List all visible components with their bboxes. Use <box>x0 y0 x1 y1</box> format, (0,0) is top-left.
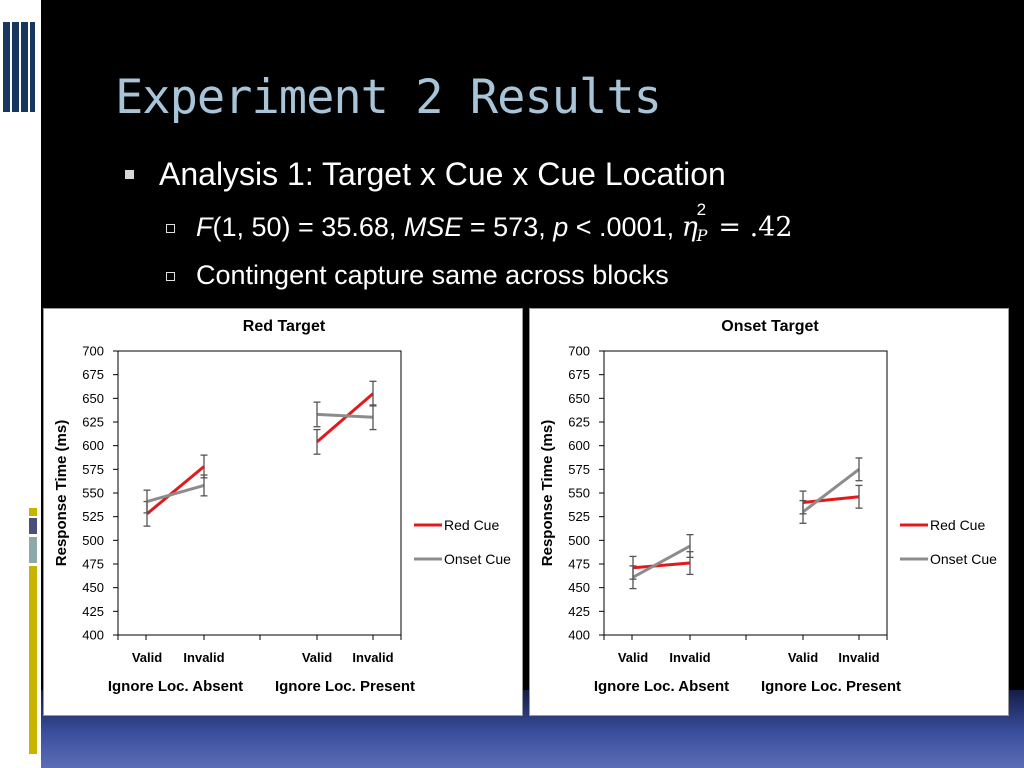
sub-bullet-contingent-text: Contingent capture same across blocks <box>196 260 669 290</box>
legend-label: Onset Cue <box>444 551 511 567</box>
f-args: (1, 50) = 35.68, <box>212 212 404 242</box>
x-category-label: Valid <box>302 650 332 665</box>
square-bullet-icon <box>125 170 134 179</box>
y-tick-label: 575 <box>82 462 104 477</box>
slide-title: Experiment 2 Results <box>115 70 662 125</box>
series-line-red-cue <box>316 392 374 444</box>
y-tick-label: 400 <box>568 628 590 643</box>
x-group-label: Ignore Loc. Absent <box>108 678 243 695</box>
chart-onset-target: Onset Target 400 425 450 475 500 525 550 575 600 6… <box>529 308 1009 716</box>
y-tick-label: 550 <box>82 486 104 501</box>
y-tick-label: 675 <box>82 367 104 382</box>
hollow-square-bullet-icon <box>166 224 175 233</box>
series-line-red-cue <box>632 561 691 570</box>
legend-label: Red Cue <box>930 517 985 533</box>
y-tick-label: 650 <box>568 391 590 406</box>
legend-label: Red Cue <box>444 517 499 533</box>
chart-red-target-svg: Red Target 400 425 450 475 500 525 550 575 600 625… <box>53 318 511 695</box>
left-decor-strip <box>0 0 41 768</box>
hollow-square-bullet-icon <box>166 272 175 281</box>
eta-superscript: 2 <box>696 200 707 219</box>
y-tick-label: 675 <box>568 367 590 382</box>
x-group-label: Ignore Loc. Present <box>761 678 901 695</box>
x-group-label: Ignore Loc. Present <box>275 678 415 695</box>
f-label: F <box>196 212 213 242</box>
plot-frame <box>603 350 888 636</box>
y-tick-label: 500 <box>82 533 104 548</box>
mse-label: MSE <box>403 212 463 242</box>
x-category-label: Valid <box>132 650 162 665</box>
stats-line: F(1, 50) = 35.68, MSE = 573, p < .0001, … <box>196 200 793 245</box>
x-category-label: Valid <box>618 650 648 665</box>
x-category-label: Invalid <box>838 650 879 665</box>
y-tick-label: 700 <box>82 344 104 359</box>
mse-value: = 573, <box>462 212 554 242</box>
x-group-label: Ignore Loc. Absent <box>594 678 729 695</box>
chart-red-target: Red Target 400 425 450 475 500 525 550 575 600 625… <box>43 308 523 716</box>
y-tick-label: 525 <box>568 509 590 524</box>
y-tick-label: 550 <box>568 486 590 501</box>
y-axis-label: Response Time (ms) <box>539 420 556 566</box>
y-tick-label: 600 <box>568 438 590 453</box>
decor-stripe-teal <box>29 537 37 563</box>
y-tick-label: 425 <box>82 604 104 619</box>
bullet-analysis-text: Analysis 1: Target x Cue x Cue Location <box>159 156 726 192</box>
y-tick-label: 525 <box>82 509 104 524</box>
decor-stripe-navy <box>29 518 37 534</box>
decor-stripe-yellow <box>29 566 37 754</box>
y-axis-label: Response Time (ms) <box>53 420 70 566</box>
p-label: p <box>553 212 569 242</box>
series-line-red-cue <box>146 465 205 515</box>
y-tick-label: 650 <box>82 391 104 406</box>
y-tick-label: 475 <box>82 557 104 572</box>
series-line-red-cue <box>802 495 860 504</box>
x-category-label: Invalid <box>183 650 224 665</box>
series-line-onset-cue <box>632 544 691 579</box>
chart-onset-target-svg: Onset Target 400 425 450 475 500 525 550 575 600 6… <box>539 318 997 695</box>
y-tick-label: 425 <box>568 604 590 619</box>
y-tick-label: 625 <box>82 415 104 430</box>
series-line-onset-cue <box>802 468 860 514</box>
chart-title: Red Target <box>243 318 326 335</box>
y-tick-label: 450 <box>82 580 104 595</box>
y-tick-label: 575 <box>568 462 590 477</box>
series-line-onset-cue <box>146 483 205 503</box>
y-tick-label: 500 <box>568 533 590 548</box>
y-tick-label: 625 <box>568 415 590 430</box>
y-tick-label: 400 <box>82 628 104 643</box>
p-value: < .0001, <box>568 212 682 242</box>
y-tick-label: 600 <box>82 438 104 453</box>
y-tick-label: 700 <box>568 344 590 359</box>
eta-subscript: P <box>696 226 708 245</box>
y-tick-label: 475 <box>568 557 590 572</box>
x-category-label: Valid <box>788 650 818 665</box>
x-category-label: Invalid <box>669 650 710 665</box>
x-category-label: Invalid <box>352 650 393 665</box>
decor-stripe-yellow-top <box>29 508 37 516</box>
logo-lines-icon <box>3 22 37 112</box>
legend-label: Onset Cue <box>930 551 997 567</box>
eta-value: = .42 <box>709 212 793 243</box>
chart-title: Onset Target <box>721 318 819 335</box>
plot-frame <box>117 350 402 636</box>
series-line-onset-cue <box>316 412 374 419</box>
y-tick-label: 450 <box>568 580 590 595</box>
